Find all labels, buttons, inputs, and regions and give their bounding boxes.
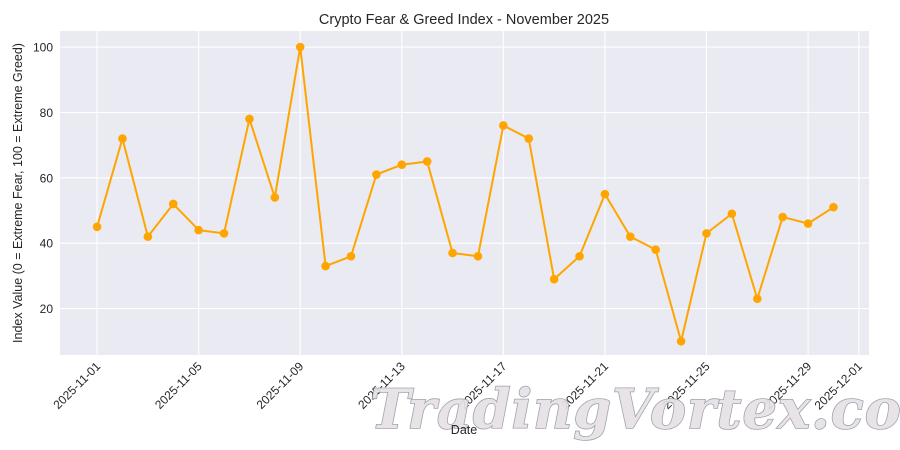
data-point-marker: [397, 160, 407, 170]
data-point-marker: [752, 294, 762, 304]
data-point-marker: [270, 193, 280, 202]
y-tick-label: 20: [40, 302, 54, 316]
y-tick-label: 40: [40, 237, 54, 251]
y-tick-label: 80: [40, 106, 54, 120]
data-point-marker: [702, 229, 711, 238]
data-point-marker: [676, 336, 686, 346]
data-point-marker: [92, 222, 102, 232]
x-axis-label: Date: [451, 423, 477, 437]
data-point-marker: [143, 232, 153, 241]
x-tick-label: 2025-11-01: [51, 359, 104, 412]
y-tick-label: 60: [40, 171, 54, 185]
x-tick-label: 2025-11-09: [254, 359, 307, 412]
data-point-marker: [372, 170, 381, 179]
data-point-marker: [194, 225, 203, 235]
data-point-marker: [626, 232, 635, 241]
data-point-marker: [600, 189, 610, 199]
data-point-marker: [422, 157, 432, 166]
data-point-marker: [321, 261, 330, 271]
data-point-marker: [295, 42, 305, 52]
data-series: [92, 42, 838, 346]
data-point-marker: [219, 229, 229, 238]
y-axis-ticks: 20 40 60 80 100: [33, 41, 53, 317]
data-point-marker: [778, 212, 787, 222]
data-point-marker: [346, 251, 356, 261]
data-point-marker: [727, 209, 737, 219]
plot-area: [60, 31, 869, 355]
data-point-marker: [473, 251, 483, 261]
data-point-marker: [575, 251, 584, 261]
data-point-marker: [524, 134, 534, 143]
y-tick-label: 100: [33, 41, 53, 55]
x-tick-label: 2025-11-05: [152, 359, 205, 412]
data-point-marker: [118, 134, 127, 143]
data-point-marker: [549, 274, 559, 284]
gridlines: [60, 31, 869, 355]
data-point-marker: [448, 248, 457, 258]
data-point-marker: [499, 121, 508, 130]
data-point-marker: [651, 245, 661, 255]
chart-title: Crypto Fear & Greed Index - November 202…: [319, 12, 609, 28]
data-point-marker: [803, 219, 813, 228]
y-axis-label: Index Value (0 = Extreme Fear, 100 = Ext…: [11, 43, 25, 343]
watermark-logo: TradingVortex.com: [370, 377, 900, 441]
data-point-marker: [829, 202, 838, 212]
data-point-marker: [245, 114, 254, 124]
data-point-marker: [168, 199, 178, 209]
